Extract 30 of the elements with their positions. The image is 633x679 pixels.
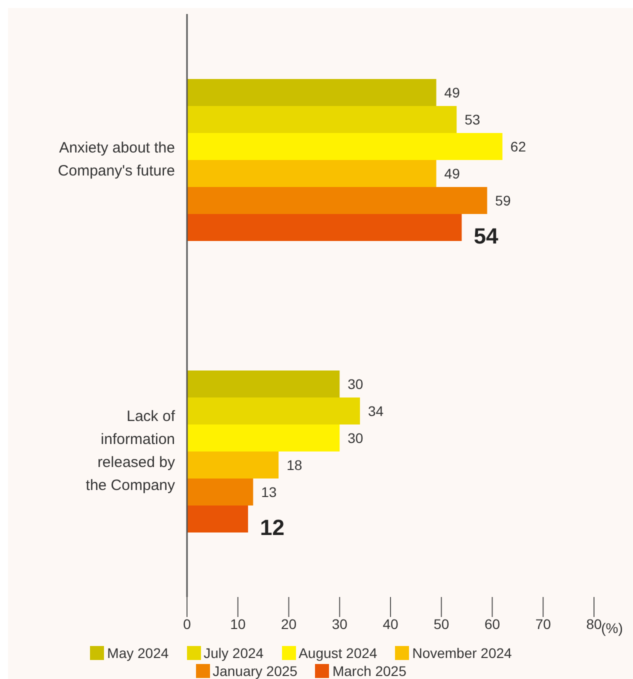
data-label: 59: [495, 192, 511, 208]
y-tick-label: Anxiety about the Company's future: [58, 139, 175, 180]
legend-label: March 2025: [331, 663, 406, 679]
legend-label: August 2024: [298, 645, 378, 661]
data-label: 18: [286, 456, 302, 473]
data-label: 12: [260, 514, 285, 540]
y-tick-label: Lack of information released by the Company: [86, 408, 176, 494]
legend-label: November 2024: [411, 645, 512, 661]
x-tick-label: 40: [382, 616, 398, 632]
x-axis-title: (%): [601, 620, 623, 636]
data-label: 49: [444, 84, 460, 100]
x-tick-label: 0: [183, 616, 192, 632]
x-tick-label: 70: [535, 616, 552, 632]
data-label: 34: [368, 402, 384, 419]
legend-label: January 2025: [212, 663, 298, 679]
legend-label: May 2024: [106, 645, 169, 661]
x-tick-label: 10: [230, 616, 246, 632]
legend-label: July 2024: [202, 645, 264, 661]
x-tick-label: 80: [586, 616, 602, 632]
data-label: 30: [348, 430, 364, 446]
data-label: 49: [444, 165, 460, 182]
x-tick-label: 60: [484, 616, 500, 632]
data-label: 53: [464, 111, 480, 128]
data-label: 13: [261, 484, 277, 500]
x-tick-label: 20: [280, 616, 297, 632]
x-tick-label: 30: [332, 616, 348, 632]
data-label: 30: [348, 376, 364, 392]
data-label: 54: [474, 223, 499, 248]
data-label: 62: [510, 138, 526, 154]
x-tick-label: 50: [434, 616, 450, 632]
